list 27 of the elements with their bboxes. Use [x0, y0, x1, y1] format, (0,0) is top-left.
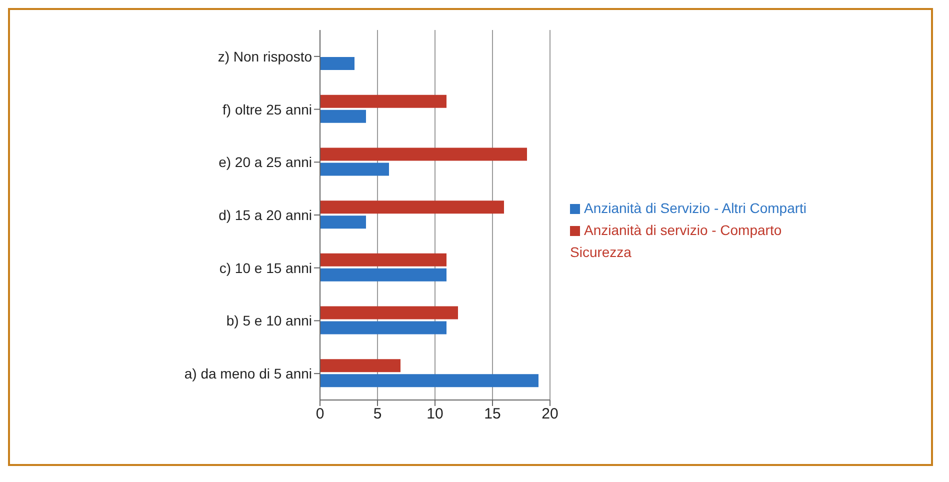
bar — [320, 216, 366, 229]
x-tick-label: 15 — [484, 406, 501, 423]
y-tick-label: b) 5 e 10 anni — [226, 312, 312, 329]
x-tick-label: 20 — [542, 406, 558, 423]
y-tick-label: d) 15 a 20 anni — [218, 206, 312, 223]
legend-label: Anzianità di servizio - Comparto Sicurezza — [570, 222, 782, 260]
bar — [320, 321, 446, 334]
y-tick-label: f) oltre 25 anni — [222, 101, 312, 118]
bar — [320, 57, 354, 70]
y-tick-label: a) da meno di 5 anni — [184, 366, 312, 382]
y-tick-label: z) Non risposto — [218, 48, 312, 64]
y-tick-label: c) 10 e 15 anni — [219, 260, 312, 276]
x-tick-label: 0 — [316, 406, 324, 423]
bar — [320, 162, 389, 176]
x-tick-label: 5 — [373, 406, 382, 423]
bar — [320, 110, 366, 123]
bar — [320, 94, 446, 108]
y-tick-label: e) 20 a 25 anni — [218, 154, 312, 170]
bar — [320, 200, 504, 214]
x-tick-label: 10 — [426, 406, 444, 423]
bar — [320, 359, 400, 372]
legend-label: Anzianità di Servizio - Altri Comparti — [584, 200, 807, 216]
bar — [320, 268, 446, 282]
bar — [320, 374, 538, 388]
bar — [320, 148, 527, 161]
bar — [320, 253, 446, 266]
bar — [320, 306, 458, 320]
